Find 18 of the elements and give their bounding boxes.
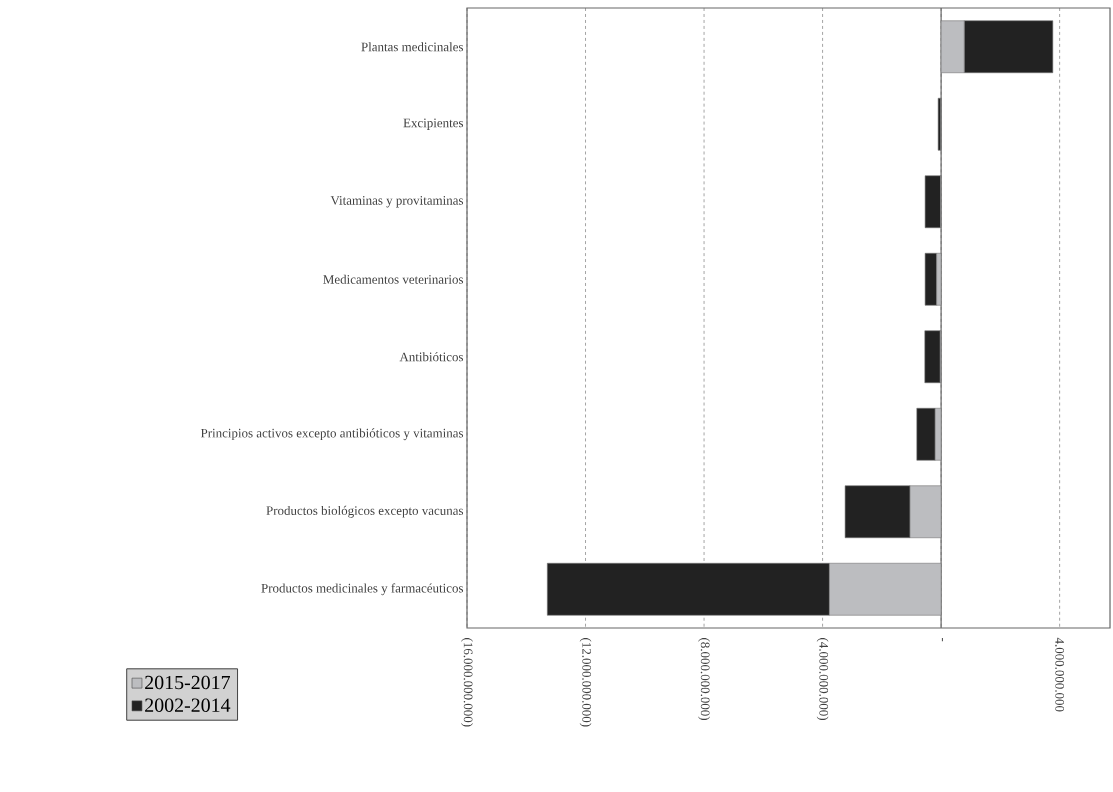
y-tick-label: Vitaminas y provitaminas: [330, 196, 464, 208]
x-tick-label: (8.000.000.000): [698, 638, 710, 721]
legend-label: 2002-2014: [145, 698, 231, 712]
y-tick-label: Plantas medicinales: [361, 42, 464, 52]
x-tick-label: (4.000.000.000): [816, 638, 829, 721]
y-tick-label: Medicamentos veterinarios: [323, 274, 464, 284]
y-tick-label: Productos biológicos excepto vacunas: [266, 505, 464, 518]
x-tick-label: -: [941, 638, 943, 642]
bar: [924, 175, 941, 229]
legend-label: 2015-2017: [145, 675, 230, 690]
y-tick-label: Antibióticos: [399, 352, 464, 362]
y-tick-label: Principios activos excepto antibióticos y vitaminas: [200, 428, 464, 441]
bar: [924, 330, 941, 384]
x-tick-label: 4.000.000.000: [1055, 637, 1065, 712]
x-tick-label: (12.000.000.000): [579, 638, 592, 727]
y-tick-label: Productos medicinales y farmacéuticos: [261, 583, 464, 596]
x-tick-label: (16.000.000.000): [461, 638, 473, 727]
y-tick-label: Excipientes: [403, 118, 464, 130]
